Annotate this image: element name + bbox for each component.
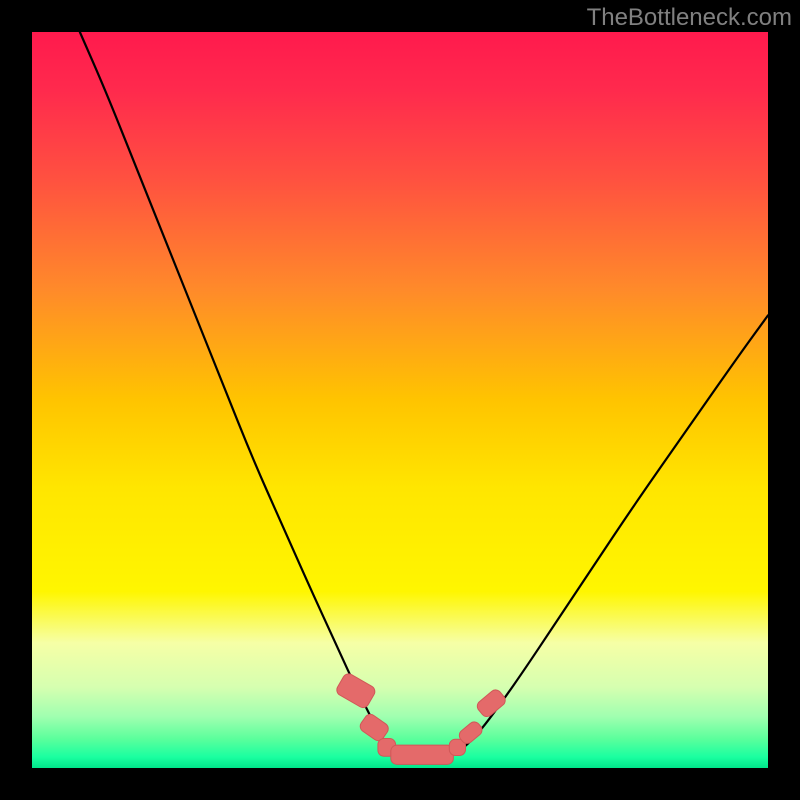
marker bbox=[391, 745, 454, 764]
bottleneck-chart bbox=[0, 0, 800, 800]
gradient-background bbox=[32, 32, 768, 768]
watermark-text: TheBottleneck.com bbox=[587, 4, 792, 32]
